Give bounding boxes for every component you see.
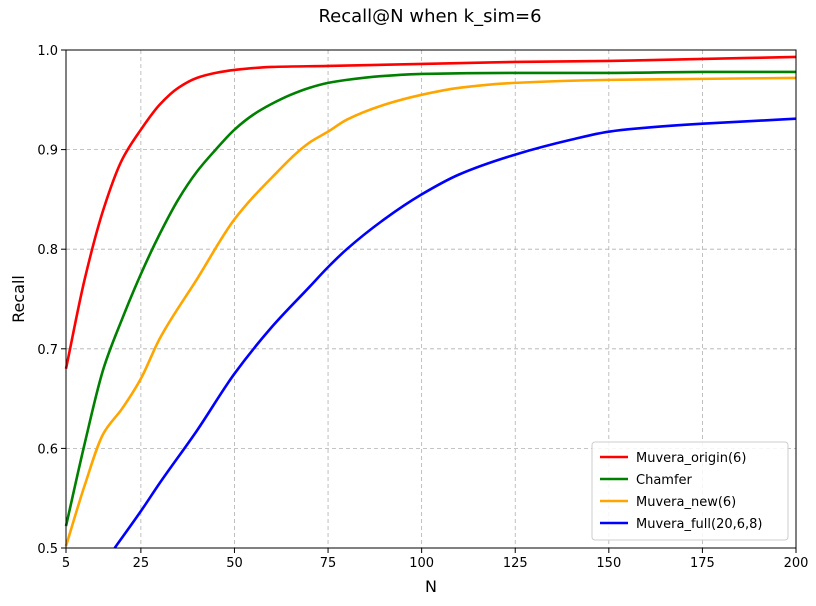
series-line-3 bbox=[113, 117, 797, 549]
x-tick-label: 150 bbox=[596, 556, 621, 571]
x-tick-label: 175 bbox=[690, 556, 715, 571]
chart-title: Recall@N when k_sim=6 bbox=[318, 6, 541, 27]
legend-entry-2: Muvera_new(6) bbox=[636, 495, 736, 510]
y-tick-label: 0.7 bbox=[37, 343, 58, 358]
series-lines bbox=[64, 55, 797, 549]
x-tick-label: 100 bbox=[409, 556, 434, 571]
x-tick-label: 5 bbox=[62, 556, 70, 571]
x-tick-label: 200 bbox=[784, 556, 809, 571]
legend: Muvera_origin(6) Chamfer Muvera_new(6) Muve… bbox=[591, 441, 789, 541]
series-line-0 bbox=[64, 55, 797, 369]
legend-entry-1: Chamfer bbox=[636, 473, 693, 488]
legend-entry-3: Muvera_full(20,6,8) bbox=[636, 517, 763, 532]
x-tick-label: 50 bbox=[226, 556, 243, 571]
y-tick-label: 1.0 bbox=[37, 44, 58, 59]
x-tick-label: 125 bbox=[503, 556, 528, 571]
y-tick-label: 0.9 bbox=[37, 144, 58, 159]
series-line-1 bbox=[64, 70, 796, 527]
y-axis-label: Recall bbox=[9, 275, 28, 323]
legend-entry-0: Muvera_origin(6) bbox=[636, 451, 746, 466]
plot-area-frame bbox=[65, 49, 797, 549]
series-line-2 bbox=[64, 76, 797, 547]
x-tick-label: 25 bbox=[133, 556, 150, 571]
x-tick-label: 75 bbox=[320, 556, 337, 571]
axis-ticks: 5 25 50 75 100 125 150 175 200 0.5 0.6 0.7 0.8 0.9 1.0 bbox=[37, 44, 808, 571]
x-axis-label: N bbox=[425, 577, 437, 596]
y-tick-label: 0.5 bbox=[37, 542, 58, 557]
legend-box bbox=[591, 441, 789, 541]
y-tick-label: 0.6 bbox=[37, 442, 58, 457]
y-tick-label: 0.8 bbox=[37, 243, 58, 258]
